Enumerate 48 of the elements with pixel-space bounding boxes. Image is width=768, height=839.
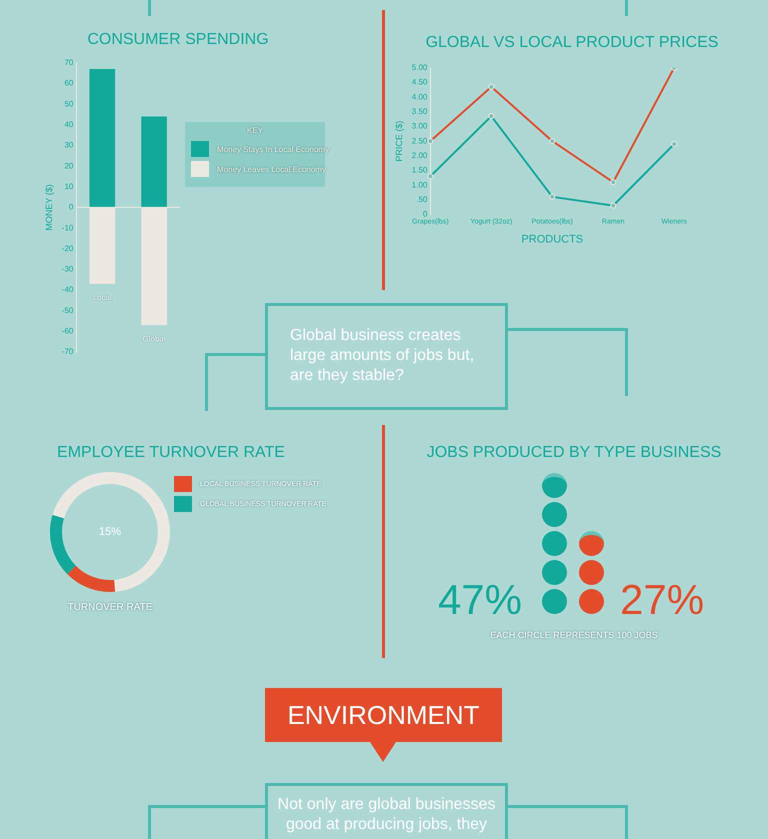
legend-title: KEY: [246, 126, 264, 135]
y-tick-label: 5.00: [412, 63, 428, 72]
y-tick-label: 50: [64, 99, 74, 108]
bar: [141, 116, 167, 208]
text: Not only are global businesses good at producing jobs, they: [276, 795, 496, 835]
y-tick-label: 3.00: [412, 122, 428, 131]
text: 27%: [620, 576, 704, 624]
chart-title: EMPLOYEE TURNOVER RATE: [57, 444, 285, 462]
y-tick-label: 70: [64, 58, 74, 68]
y-tick-label: -70: [62, 347, 74, 356]
legend-label: Money Stays In Local Economy: [217, 144, 330, 154]
text: ENVIRONMENT: [265, 688, 502, 742]
text: JOBS PRODUCED BY TYPE BUSINESS: [426, 444, 722, 462]
y-tick-label: 1.00: [412, 180, 428, 190]
y-tick-label: 2.50: [412, 136, 428, 146]
y-tick-label: -20: [62, 244, 74, 253]
x-tick-label: Local: [92, 293, 112, 302]
y-tick-label: 30: [64, 140, 74, 150]
y-tick-label: 0: [422, 210, 428, 219]
text: Global business creates large amounts of jobs but, are they stable?: [265, 303, 508, 410]
text: EACH CIRCLE REPRESENTS 100 JOBS: [490, 630, 658, 640]
legend-label: Money Leaves Local Economy: [217, 164, 326, 174]
y-tick-label: 60: [64, 78, 74, 88]
y-tick-label: 10: [64, 182, 74, 191]
y-axis-title: MONEY ($): [44, 184, 54, 231]
x-axis-title: PRODUCTS: [521, 233, 584, 246]
y-tick-label: 3.50: [412, 106, 428, 116]
y-tick-label: -60: [62, 326, 74, 336]
y-tick-label: -40: [62, 285, 74, 294]
y-tick-label: 4.50: [412, 78, 428, 87]
chart-title: CONSUMER SPENDING: [87, 31, 269, 49]
y-axis-title: PRICE ($): [394, 120, 404, 162]
y-tick-label: 4.00: [412, 92, 428, 102]
y-tick-label: 0: [68, 202, 74, 212]
text: 47%: [438, 576, 522, 624]
text: TURNOVER RATE: [68, 602, 152, 613]
text: 15%: [98, 526, 122, 538]
y-tick-label: .50: [416, 194, 428, 204]
chart-title: GLOBAL VS LOCAL PRODUCT PRICES: [426, 34, 718, 52]
y-tick-label: 2.00: [412, 150, 428, 160]
y-tick-label: 1.50: [412, 166, 428, 175]
y-tick-label: -30: [62, 264, 74, 274]
y-tick-label: -50: [62, 306, 74, 315]
bar: [89, 68, 116, 208]
y-tick-label: 20: [64, 161, 74, 170]
y-tick-label: -10: [62, 223, 74, 232]
y-tick-label: 40: [64, 120, 74, 129]
x-tick-label: Global: [142, 334, 166, 344]
